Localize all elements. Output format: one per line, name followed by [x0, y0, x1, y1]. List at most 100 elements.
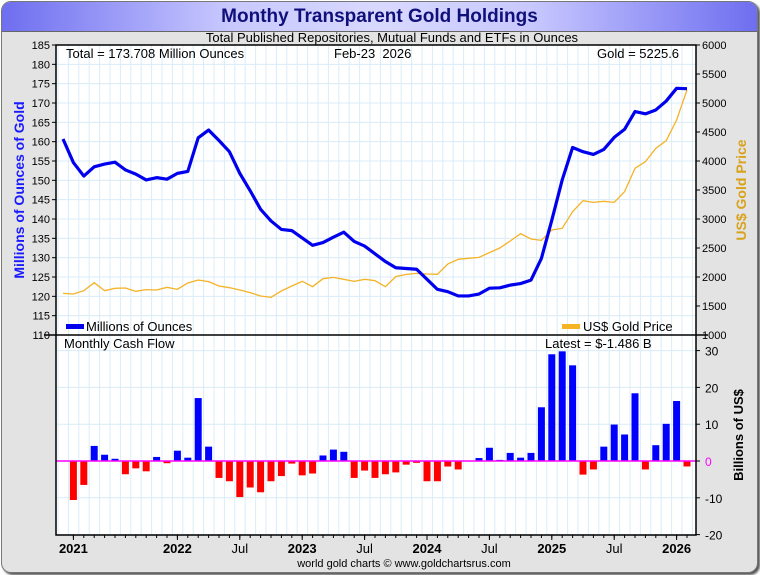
- left-tick-label: 145: [32, 195, 50, 207]
- cash-flow-bar: [132, 461, 140, 469]
- cash-flow-bar: [579, 461, 587, 475]
- footer-credit: world gold charts © www.goldchartsrus.co…: [296, 558, 511, 570]
- cash-flow-bar: [548, 354, 556, 461]
- plot-border: [55, 44, 697, 536]
- right-tick-label: 5500: [702, 69, 726, 81]
- right-tick-label: 1500: [702, 301, 726, 313]
- right-tick-label: 4500: [702, 127, 726, 139]
- cash-tick-label: 30: [705, 345, 719, 359]
- cash-flow-bar: [631, 393, 639, 461]
- left-tick-label: 115: [32, 311, 50, 323]
- cash-flow-bar: [641, 461, 649, 470]
- right-tick-label: 2500: [702, 243, 726, 255]
- gold-price-line: [62, 89, 688, 299]
- right-tick-label: 5000: [702, 98, 726, 110]
- right-tick-label: 4000: [702, 156, 726, 168]
- cash-tick-label: 0: [705, 455, 712, 469]
- left-tick-label: 165: [32, 117, 50, 129]
- cash-flow-bar: [309, 461, 317, 474]
- cash-flow-bar: [329, 449, 337, 461]
- cash-tick-label: 10: [705, 418, 719, 432]
- cash-flow-bar: [298, 461, 306, 476]
- cash-flow-bar: [444, 461, 452, 467]
- x-tick-label: 2021: [59, 541, 88, 556]
- x-tick-label: 2023: [288, 541, 317, 556]
- chart-subtitle: Total Published Repositories, Mutual Fun…: [206, 30, 579, 45]
- total-label: Total = 173.708 Million Ounces: [66, 46, 245, 61]
- x-tick-label: 2026: [662, 541, 691, 556]
- left-tick-label: 185: [32, 40, 50, 52]
- latest-label: Latest = $-1.486 B: [545, 336, 652, 351]
- left-tick-label: 110: [32, 330, 50, 342]
- cash-flow-bar: [558, 351, 566, 461]
- cash-flow-bar: [527, 452, 535, 461]
- left-tick-label: 175: [32, 79, 50, 91]
- cash-flow-bar: [361, 461, 369, 471]
- cash-flow-bar: [413, 461, 421, 463]
- cash-flow-bar: [101, 454, 109, 461]
- cash-flow-bar: [205, 446, 213, 461]
- cash-flow-bar: [153, 456, 161, 461]
- cash-flow-bar: [173, 450, 181, 461]
- legend-gold-swatch: [562, 324, 580, 329]
- cash-flow-bar: [673, 401, 681, 461]
- cash-flow-bar: [184, 457, 192, 461]
- x-tick-label: Jul: [481, 541, 498, 556]
- left-tick-label: 120: [32, 291, 50, 303]
- cash-tick-label: 20: [705, 381, 719, 395]
- right-tick-label: 3500: [702, 185, 726, 197]
- cash-flow-bar: [319, 455, 327, 461]
- x-tick-label: 2024: [413, 541, 443, 556]
- cash-flow-bar: [80, 461, 88, 485]
- x-tick-label: 2022: [163, 541, 192, 556]
- cash-flow-bar: [506, 452, 514, 461]
- cash-tick-label: -10: [705, 492, 723, 506]
- cash-flow-bar: [90, 445, 98, 461]
- legend-gold-label: US$ Gold Price: [583, 319, 673, 334]
- x-tick-label: 2025: [537, 541, 566, 556]
- left-tick-label: 155: [32, 156, 50, 168]
- right-tick-label: 3000: [702, 214, 726, 226]
- cash-flow-bar: [610, 424, 618, 461]
- right-tick-label: 6000: [702, 40, 726, 52]
- cash-flow-bar: [277, 461, 285, 477]
- cash-flow-bar: [236, 461, 244, 498]
- cash-flow-bar: [257, 461, 265, 493]
- plot-background: [56, 45, 696, 535]
- cash-flow-bar: [600, 446, 608, 461]
- left-tick-label: 180: [32, 59, 50, 71]
- cash-flow-bar: [215, 461, 223, 478]
- left-tick-label: 140: [32, 214, 50, 226]
- cash-flow-bar: [569, 365, 577, 461]
- cash-flow-bar: [163, 461, 171, 464]
- cash-flow-bar: [475, 458, 483, 461]
- cash-flow-bar: [433, 461, 441, 482]
- cash-flow-bar: [662, 423, 670, 461]
- cash-tick-label: -20: [705, 529, 723, 543]
- cash-flow-bar: [517, 457, 525, 461]
- right-axis-title: US$ Gold Price: [733, 139, 749, 240]
- x-tick-label: Jul: [356, 541, 373, 556]
- left-tick-label: 160: [32, 137, 50, 149]
- left-tick-label: 130: [32, 253, 50, 265]
- x-tick-label: Jul: [231, 541, 248, 556]
- cash-flow-bar: [142, 461, 150, 472]
- legend-holdings: Millions of Ounces: [66, 319, 193, 334]
- left-tick-label: 150: [32, 175, 50, 187]
- chart-title: Monthy Transparent Gold Holdings: [221, 6, 538, 27]
- cash-flow-bar: [683, 461, 691, 467]
- cash-flow-bar: [381, 461, 389, 475]
- cash-flow-bar: [225, 461, 233, 482]
- cash-flow-bar: [121, 461, 129, 475]
- cash-flow-bar: [423, 461, 431, 482]
- cash-axis-title: Billions of US$: [731, 388, 746, 481]
- cash-flow-bar: [402, 461, 410, 465]
- cash-flow-bar: [621, 434, 629, 461]
- cash-flow-bar: [454, 461, 462, 470]
- cash-flow-bar: [652, 445, 660, 461]
- left-tick-label: 135: [32, 233, 50, 245]
- title-bar: Monthy Transparent Gold Holdings: [2, 2, 757, 32]
- holdings-line: [61, 86, 688, 298]
- left-tick-label: 125: [32, 272, 50, 284]
